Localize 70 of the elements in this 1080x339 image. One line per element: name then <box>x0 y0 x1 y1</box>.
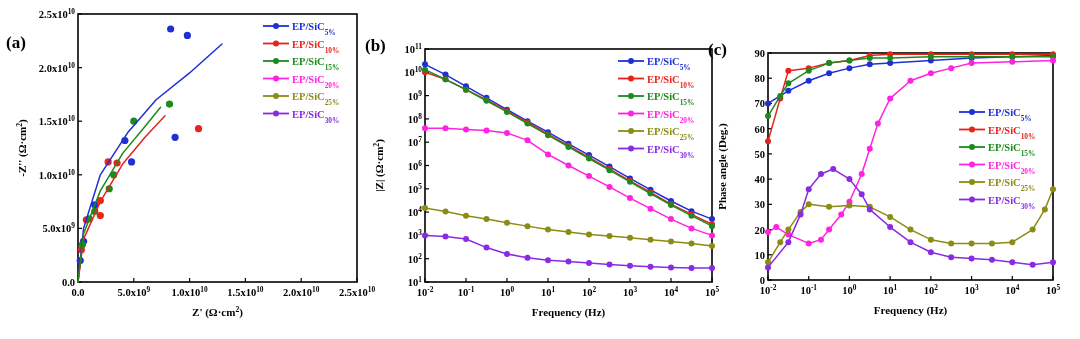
y-tick-label: 10$^{7}$ <box>407 134 423 149</box>
legend-label: EP/SiC$_{25%}$ <box>292 91 340 107</box>
y-tick-label: 20 <box>754 224 765 236</box>
x-tick-label: 10$^{0}$ <box>842 282 857 296</box>
y-tick-label: 10$^{2}$ <box>407 251 423 265</box>
x-tick-label: 10$^{-1}$ <box>457 284 475 298</box>
y-tick-label: 80 <box>754 73 765 85</box>
x-tick-label: 10$^{1}$ <box>883 282 898 296</box>
y-tick-label: 1.5x10$^{10}$ <box>38 113 76 128</box>
x-tick-label: 10$^{4}$ <box>663 284 679 298</box>
y-tick-label: 5.0x10$^{9}$ <box>42 220 76 235</box>
y-tick-label: 10$^{11}$ <box>404 41 423 55</box>
legend-label: EP/SiC$_{15%}$ <box>292 56 340 72</box>
y-tick-label: 50 <box>754 148 765 160</box>
x-tick-label: 0.0 <box>71 287 85 298</box>
legend-label: EP/SiC$_{10%}$ <box>647 73 695 89</box>
x-tick-label: 1.0x10$^{10}$ <box>171 284 209 298</box>
legend-label: EP/SiC$_{10%}$ <box>292 38 340 54</box>
legend-label: EP/SiC$_{30%}$ <box>647 143 695 159</box>
y-tick-label: 10$^{3}$ <box>407 227 423 242</box>
legend-label: EP/SiC$_{20%}$ <box>292 73 340 89</box>
y-tick-label: 0 <box>759 275 765 286</box>
y-tick-label: 10 <box>754 249 765 261</box>
x-axis-title: Z' (Ω·cm$^{2}$) <box>192 304 244 319</box>
x-tick-label: 10$^{1}$ <box>540 284 556 298</box>
legend-label: EP/SiC$_{20%}$ <box>988 159 1036 175</box>
legend-label: EP/SiC$_{25%}$ <box>647 126 695 142</box>
x-tick-label: 10$^{3}$ <box>622 284 638 298</box>
y-tick-label: 10$^{9}$ <box>407 88 423 102</box>
y-tick-label: 10$^{4}$ <box>407 204 423 219</box>
y-tick-label: 2.0x10$^{10}$ <box>38 60 76 74</box>
x-tick-label: 10$^{2}$ <box>581 284 597 298</box>
y-tick-label: 40 <box>754 174 765 186</box>
x-tick-label: 1.5x10$^{10}$ <box>227 284 264 298</box>
x-tick-label: 5.0x10$^{9}$ <box>117 284 151 298</box>
x-tick-label: 10$^{-1}$ <box>800 282 818 296</box>
y-tick-label: 1.0x10$^{10}$ <box>38 167 76 181</box>
legend-label: EP/SiC$_{10%}$ <box>988 124 1036 140</box>
x-tick-label: 10$^{2}$ <box>923 282 939 296</box>
text: (a) <box>6 33 26 52</box>
y-tick-label: 30 <box>754 199 765 211</box>
y-tick-label: 2.5x10$^{10}$ <box>38 6 76 20</box>
legend-label: EP/SiC$_{5%}$ <box>988 107 1032 123</box>
chart-title: (b) <box>365 36 386 55</box>
legend-label: EP/SiC$_{25%}$ <box>988 177 1036 193</box>
legend-label: EP/SiC$_{5%}$ <box>292 21 336 37</box>
x-axis-title: Frequency (Hz) <box>531 306 606 319</box>
y-tick-label: 10$^{8}$ <box>407 111 423 125</box>
y-tick-label: 10$^{10}$ <box>404 64 423 79</box>
legend-label: EP/SiC$_{30%}$ <box>292 108 340 124</box>
y-axis-title: Phase angle (Deg.) <box>716 122 729 210</box>
x-axis-title: Frequency (Hz) <box>873 304 948 317</box>
x-tick-label: 2.0x10$^{10}$ <box>283 284 320 298</box>
x-tick-label: 10$^{3}$ <box>964 282 979 296</box>
legend-label: EP/SiC$_{15%}$ <box>647 91 695 107</box>
y-tick-label: 60 <box>754 123 765 135</box>
x-tick-label: 10$^{0}$ <box>499 284 515 298</box>
y-tick-label: 90 <box>754 48 765 59</box>
x-tick-label: 2.5x10$^{10}$ <box>338 284 376 298</box>
x-tick-label: 10$^{5}$ <box>704 284 720 298</box>
x-tick-label: 10$^{4}$ <box>1005 282 1020 296</box>
x-tick-label: 10$^{5}$ <box>1045 282 1061 296</box>
legend-label: EP/SiC$_{5%}$ <box>647 56 691 72</box>
chart-title: (c) <box>708 40 727 59</box>
legend-label: EP/SiC$_{20%}$ <box>647 108 695 124</box>
y-tick-label: 10$^{5}$ <box>407 181 423 195</box>
legend-label: EP/SiC$_{30%}$ <box>988 194 1036 210</box>
y-tick-label: 70 <box>754 98 765 110</box>
legend-label: EP/SiC$_{15%}$ <box>988 142 1036 158</box>
y-tick-label: 10$^{6}$ <box>407 158 423 172</box>
